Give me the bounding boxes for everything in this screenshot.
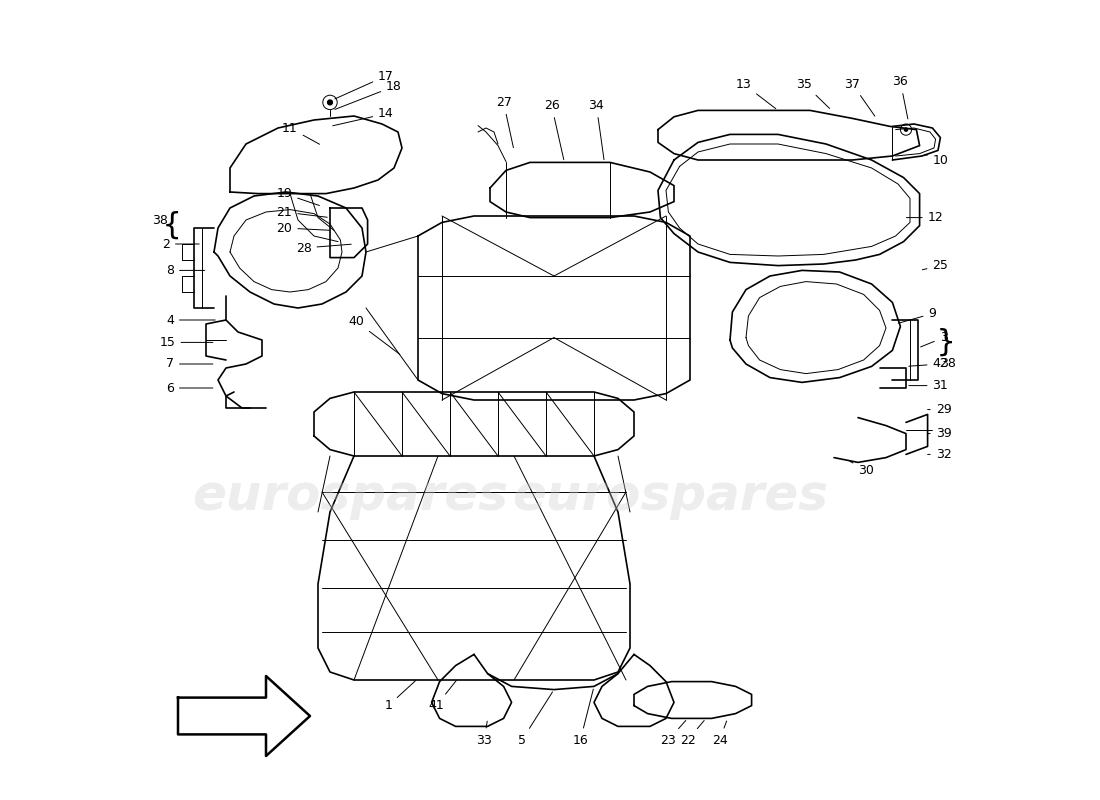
- Text: 28: 28: [296, 242, 351, 254]
- Text: 29: 29: [927, 403, 952, 416]
- Text: 40: 40: [349, 315, 399, 354]
- Text: 19: 19: [276, 187, 319, 206]
- Text: 37: 37: [845, 78, 875, 116]
- Text: 12: 12: [906, 211, 944, 224]
- Text: 1: 1: [385, 680, 416, 712]
- Text: 34: 34: [588, 99, 604, 160]
- Text: 36: 36: [892, 75, 909, 119]
- Text: 32: 32: [927, 448, 952, 461]
- Text: 7: 7: [166, 358, 212, 370]
- Text: 11: 11: [282, 122, 320, 144]
- Text: }: }: [937, 328, 955, 357]
- Text: 38: 38: [940, 358, 956, 370]
- Text: 39: 39: [927, 427, 952, 440]
- Text: 42: 42: [909, 358, 948, 370]
- Text: eurospares: eurospares: [192, 472, 508, 520]
- Text: 15: 15: [160, 336, 212, 349]
- Text: 17: 17: [334, 70, 394, 99]
- Text: 23: 23: [660, 721, 685, 746]
- Text: 38: 38: [152, 214, 167, 226]
- Text: 16: 16: [572, 689, 593, 746]
- Text: 35: 35: [796, 78, 829, 109]
- Circle shape: [904, 128, 907, 131]
- Text: {: {: [163, 211, 182, 240]
- Text: 18: 18: [336, 80, 402, 110]
- Text: 3: 3: [921, 331, 947, 347]
- Text: 14: 14: [332, 107, 394, 126]
- Text: 13: 13: [736, 78, 776, 109]
- Text: 8: 8: [166, 264, 205, 277]
- Text: 4: 4: [166, 314, 216, 326]
- Text: 21: 21: [276, 206, 327, 218]
- Text: 10: 10: [925, 154, 948, 166]
- Text: 20: 20: [276, 222, 330, 234]
- Text: 2: 2: [162, 238, 199, 250]
- Polygon shape: [178, 676, 310, 756]
- Text: 22: 22: [680, 721, 704, 746]
- Text: 9: 9: [899, 307, 936, 323]
- Text: 26: 26: [543, 99, 564, 160]
- Text: 30: 30: [850, 462, 873, 477]
- Text: 24: 24: [712, 721, 727, 746]
- Text: 27: 27: [496, 96, 514, 148]
- Circle shape: [328, 100, 332, 105]
- Text: 5: 5: [518, 692, 552, 746]
- Text: 41: 41: [429, 681, 456, 712]
- Text: 31: 31: [909, 379, 948, 392]
- Text: 33: 33: [476, 721, 493, 746]
- Text: 6: 6: [166, 382, 212, 394]
- Text: eurospares: eurospares: [512, 472, 828, 520]
- Text: 25: 25: [922, 259, 948, 272]
